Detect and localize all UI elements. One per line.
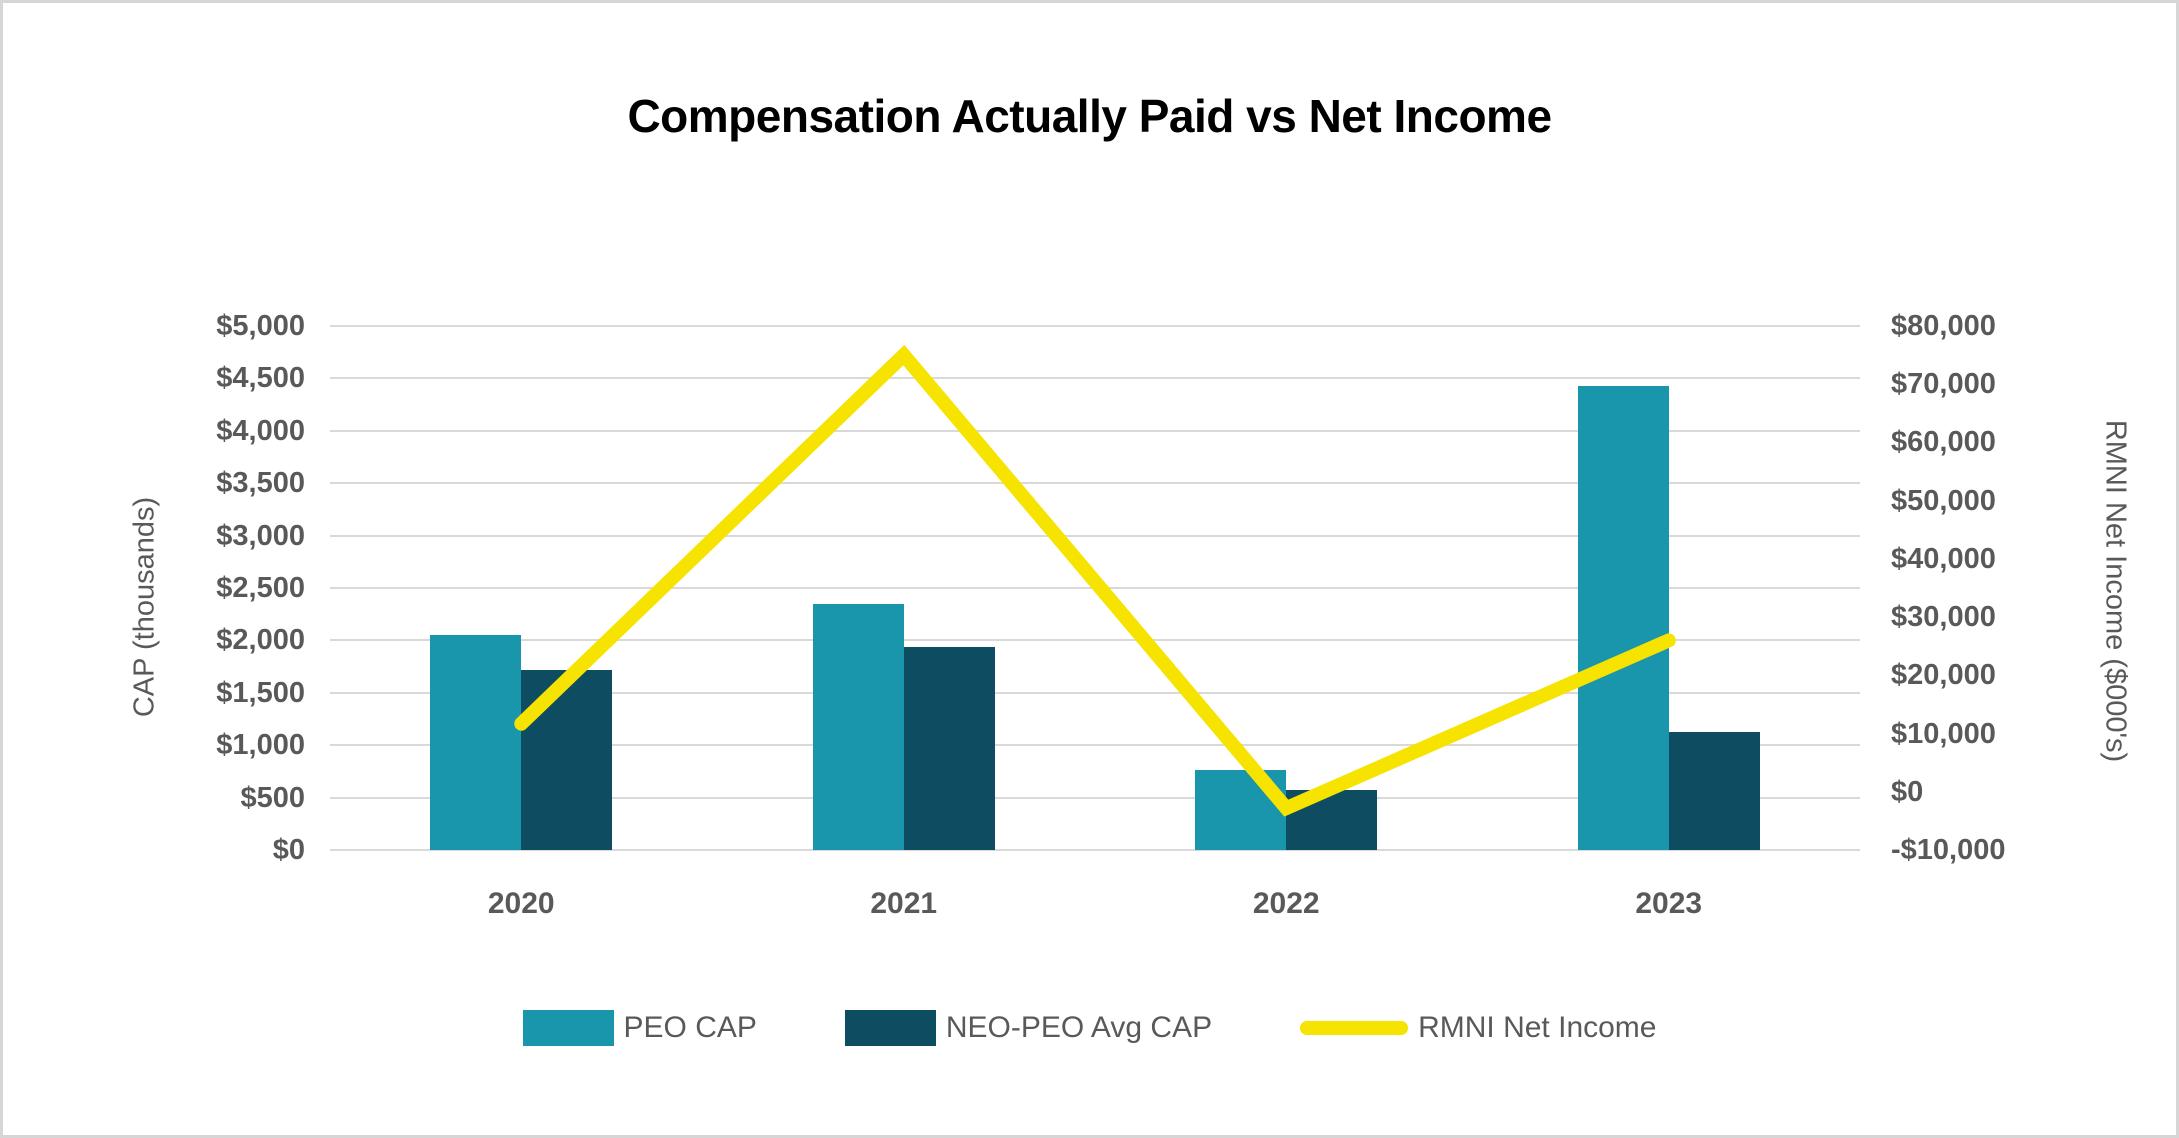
right-tick-label: -$10,000 — [1891, 834, 2006, 866]
left-tick-label: $500 — [240, 781, 305, 814]
right-tick-label: $80,000 — [1891, 310, 1996, 342]
left-tick-label: $3,500 — [216, 467, 305, 500]
right-tick-label: $10,000 — [1891, 717, 1996, 750]
gridline — [330, 744, 1860, 747]
bar-neo-peo-avg-cap-2023 — [1668, 731, 1760, 850]
right-tick-label: $70,000 — [1891, 368, 1996, 401]
right-tick-label: $20,000 — [1891, 659, 1996, 692]
legend-label: NEO-PEO Avg CAP — [945, 1011, 1213, 1044]
right-tick-label: $60,000 — [1891, 426, 1996, 459]
right-tick-label: $30,000 — [1891, 601, 1996, 634]
legend-item-rmni-net-income: RMNI Net Income — [1300, 1011, 1656, 1045]
gridline — [330, 325, 1860, 327]
bar-peo-cap-2023 — [1577, 385, 1669, 850]
legend-color-swatch — [844, 1010, 936, 1046]
gridline — [330, 796, 1860, 799]
gridline — [330, 691, 1860, 694]
legend: PEO CAP NEO-PEO Avg CAP RMNI Net Income — [3, 1006, 2176, 1050]
left-tick-label: $0 — [272, 834, 305, 866]
left-tick-label: $2,500 — [216, 572, 305, 604]
left-tick-label: $3,000 — [216, 519, 305, 552]
legend-item-neo-peo-avg-cap: NEO-PEO Avg CAP — [844, 1010, 1213, 1046]
legend-color-swatch — [522, 1010, 614, 1046]
left-tick-label: $2,000 — [216, 624, 305, 657]
left-tick-label: $1,000 — [216, 729, 305, 762]
left-tick-label: $5,000 — [216, 310, 305, 342]
gridline — [330, 849, 1860, 851]
right-tick-label: $0 — [1891, 775, 1924, 808]
x-axis-label-2021: 2021 — [870, 887, 938, 920]
legend-label: RMNI Net Income — [1418, 1011, 1657, 1044]
x-axis-label-2022: 2022 — [1252, 887, 1320, 920]
rmni-net-income-line — [514, 344, 1676, 817]
left-axis-title: CAP (thousands) — [128, 496, 161, 718]
bar-peo-cap-2021 — [812, 603, 904, 850]
legend-label: PEO CAP — [623, 1011, 757, 1044]
gridline — [330, 429, 1860, 432]
chart-title: Compensation Actually Paid vs Net Income — [627, 90, 1552, 142]
left-tick-label: $4,500 — [216, 362, 305, 395]
gridline — [330, 534, 1860, 537]
legend-line-swatch — [1300, 1021, 1409, 1035]
x-axis-label-2020: 2020 — [487, 887, 555, 920]
gridline — [330, 377, 1860, 380]
net-income-line-layer — [514, 344, 1676, 817]
left-tick-label: $1,500 — [216, 676, 305, 709]
right-tick-label: $40,000 — [1891, 542, 1996, 575]
bar-peo-cap-2020 — [430, 635, 522, 850]
right-tick-label: $50,000 — [1891, 484, 1996, 517]
right-axis-title: RMNI Net Income ($000's) — [2099, 419, 2132, 763]
left-tick-label: $4,000 — [216, 414, 305, 447]
gridline — [330, 482, 1860, 485]
bar-neo-peo-avg-cap-2021 — [903, 646, 995, 850]
x-axis-label-2023: 2023 — [1635, 887, 1703, 920]
gridline — [330, 639, 1860, 642]
plot-area — [330, 325, 1860, 851]
legend-item-peo-cap: PEO CAP — [522, 1010, 757, 1046]
